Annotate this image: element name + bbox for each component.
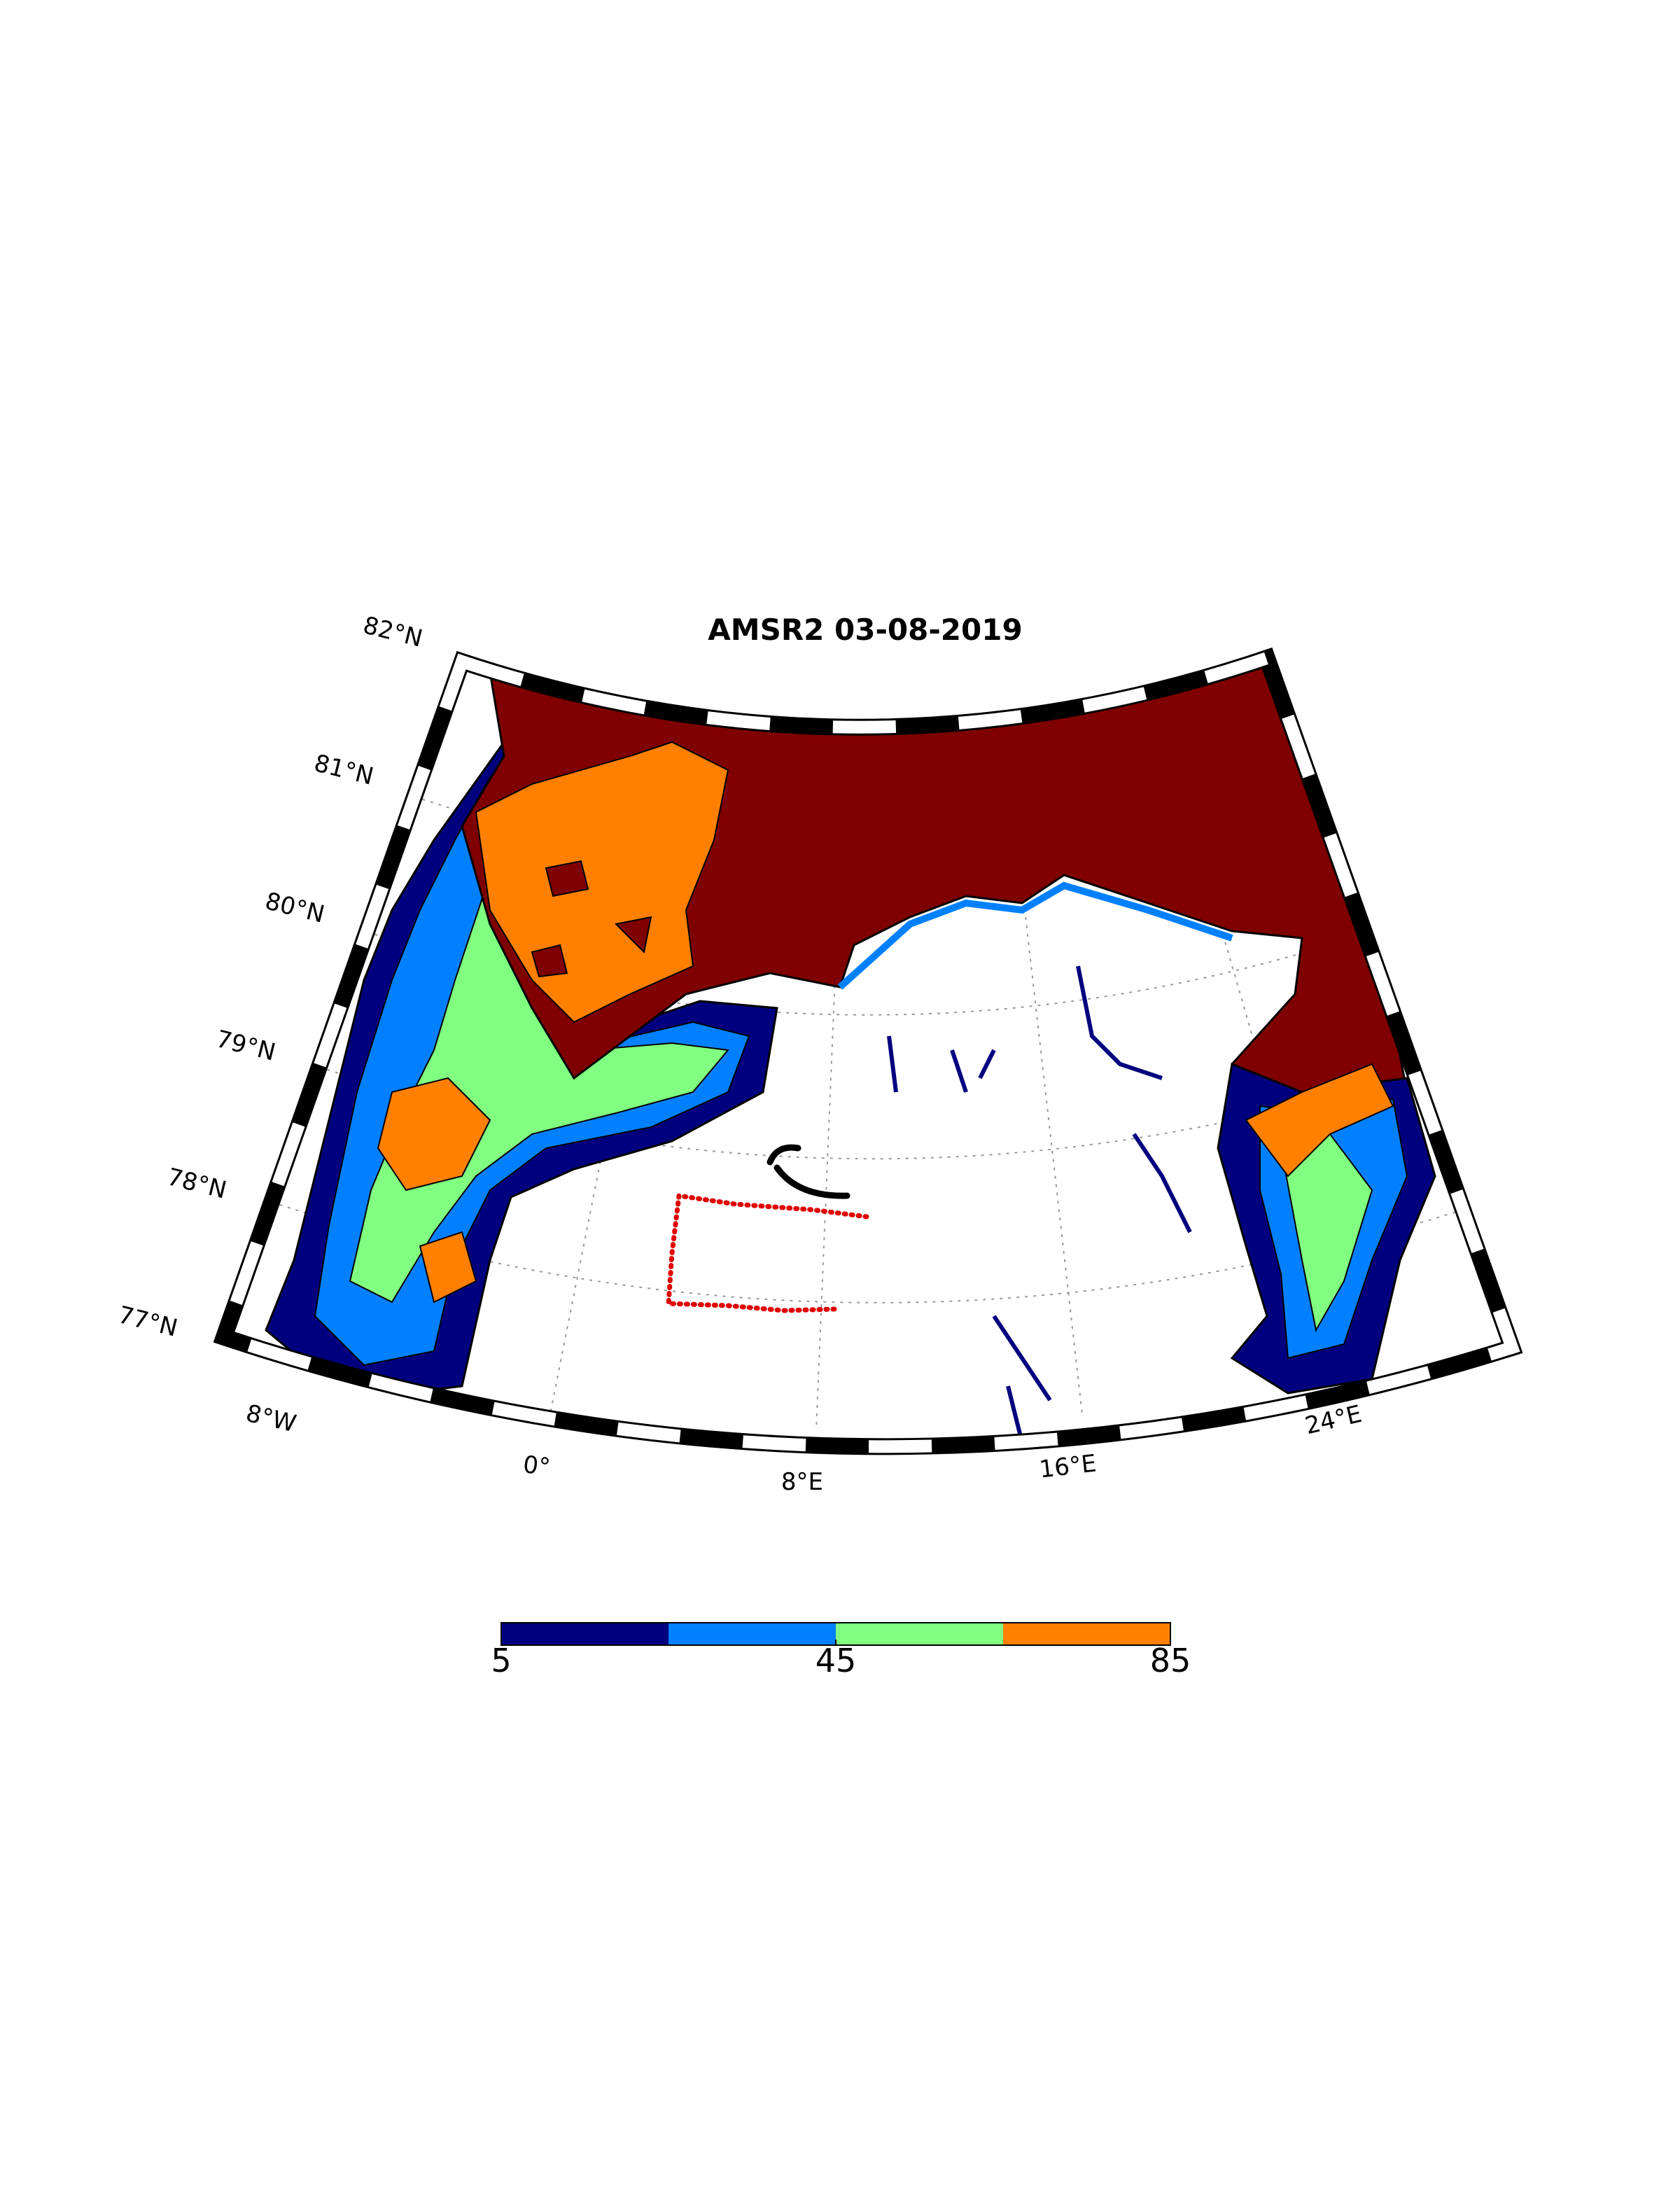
ice-edge xyxy=(887,965,1192,1443)
colorbar-tick-label: 85 xyxy=(1150,1642,1191,1679)
map-title: AMSR2 03-08-2019 xyxy=(708,613,1022,647)
lat-label: 78°N xyxy=(164,1163,230,1205)
lon-label: 0° xyxy=(522,1451,552,1481)
ice-band xyxy=(377,1077,491,1304)
colorbar-tick-label: 45 xyxy=(816,1642,857,1679)
ice-edge xyxy=(837,881,1233,990)
lat-label: 80°N xyxy=(262,887,328,929)
lat-label: 81°N xyxy=(312,749,377,791)
ice-field xyxy=(224,658,1512,1447)
colorbar-tick-label: 5 xyxy=(491,1642,511,1679)
lon-label: 8°E xyxy=(781,1468,823,1496)
colorbar-segment xyxy=(668,1623,836,1645)
colorbar-segment xyxy=(501,1623,668,1645)
lon-label: 16°E xyxy=(1038,1450,1098,1484)
colorbar-segment xyxy=(1003,1623,1170,1645)
map-frame xyxy=(216,650,1520,1453)
lat-label: 82°N xyxy=(360,611,426,653)
lat-label: 79°N xyxy=(214,1025,279,1067)
track xyxy=(766,1144,850,1199)
ice-band xyxy=(1245,1063,1394,1178)
colorbar-segment xyxy=(836,1623,1003,1645)
lon-label: 8°W xyxy=(243,1399,299,1439)
track xyxy=(666,1193,869,1313)
colorbar: 5 45 85 xyxy=(491,1622,1191,1679)
ice-band xyxy=(531,860,652,978)
lat-label: 77°N xyxy=(115,1301,181,1343)
